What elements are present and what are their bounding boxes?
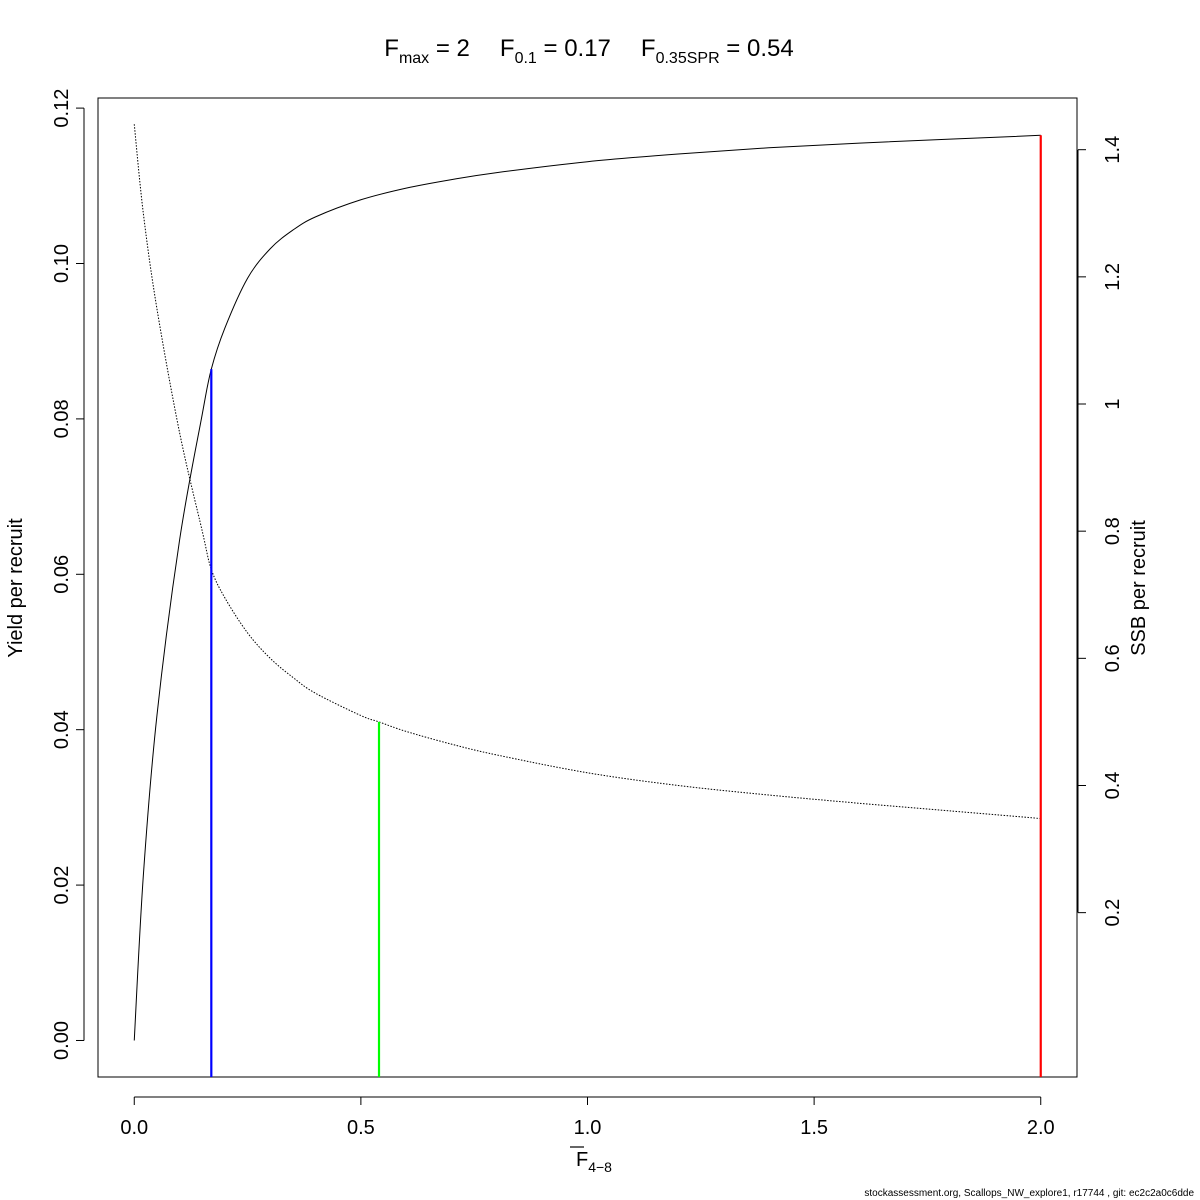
y-left-tick-label: 0.04 [51, 710, 73, 749]
yield-per-recruit-line [133, 134, 1041, 1041]
series-layer [133, 124, 1041, 1041]
y-left-tick-label: 0.12 [51, 89, 73, 128]
y-right-tick-label: 1.2 [1102, 263, 1124, 291]
x-axis-title-subscript: 4−8 [588, 1159, 612, 1175]
y-left-tick-label: 0.06 [51, 555, 73, 594]
chart-title: Fmax = 2 F0.1 = 0.17 F0.35SPR = 0.54 [384, 35, 793, 67]
title-fmax-equals: = [429, 35, 456, 62]
x-tick-label: 1.5 [800, 1117, 828, 1139]
title-fspr-equals: = [720, 35, 747, 62]
title-fspr-value: 0.54 [747, 35, 794, 62]
title-fspr-subscript: 0.35SPR [656, 50, 720, 67]
y-left-axis: 0.00 0.02 0.04 0.06 0.08 0.10 0.12 [51, 89, 85, 1060]
x-tick-label: 0.0 [120, 1117, 148, 1139]
y-right-tick-label: 1.4 [1102, 136, 1124, 164]
y-right-axis-title: SSB per recruit [1128, 520, 1150, 656]
y-left-tick-label: 0.00 [51, 1021, 73, 1060]
y-left-tick-label: 0.08 [51, 399, 73, 438]
x-tick-label: 0.5 [347, 1117, 375, 1139]
plot-frame [97, 97, 1078, 1078]
y-left-axis-title: Yield per recruit [5, 518, 27, 658]
y-right-axis: 0.2 0.4 0.6 0.8 1 1.2 1.4 [1077, 136, 1124, 927]
y-right-tick-label: 1 [1102, 398, 1124, 409]
x-tick-label: 1.0 [574, 1117, 602, 1139]
y-left-tick-label: 0.10 [51, 244, 73, 283]
x-axis-title: F4−8 [576, 1149, 612, 1175]
y-right-tick-label: 0.4 [1102, 772, 1124, 800]
y-left-tick-label: 0.02 [51, 866, 73, 905]
title-fmax-symbol: F [384, 35, 399, 62]
x-axis: 0.0 0.5 1.0 1.5 2.0 [120, 1096, 1055, 1139]
y-right-tick-label: 0.6 [1102, 644, 1124, 672]
title-f01-value: 0.17 [564, 35, 611, 62]
y-right-tick-label: 0.8 [1102, 517, 1124, 545]
title-f01-equals: = [537, 35, 564, 62]
reference-lines [210, 135, 1042, 1077]
title-fmax-subscript: max [399, 50, 429, 67]
ssb-per-recruit-line [133, 124, 1041, 820]
title-f01-subscript: 0.1 [515, 50, 537, 67]
footer-credit: stockassessment.org, Scallops_NW_explore… [864, 1188, 1194, 1199]
x-tick-label: 2.0 [1027, 1117, 1055, 1139]
y-right-tick-label: 0.2 [1102, 899, 1124, 927]
x-axis-title-symbol: F [576, 1149, 588, 1171]
title-fmax-value: 2 [457, 35, 470, 62]
